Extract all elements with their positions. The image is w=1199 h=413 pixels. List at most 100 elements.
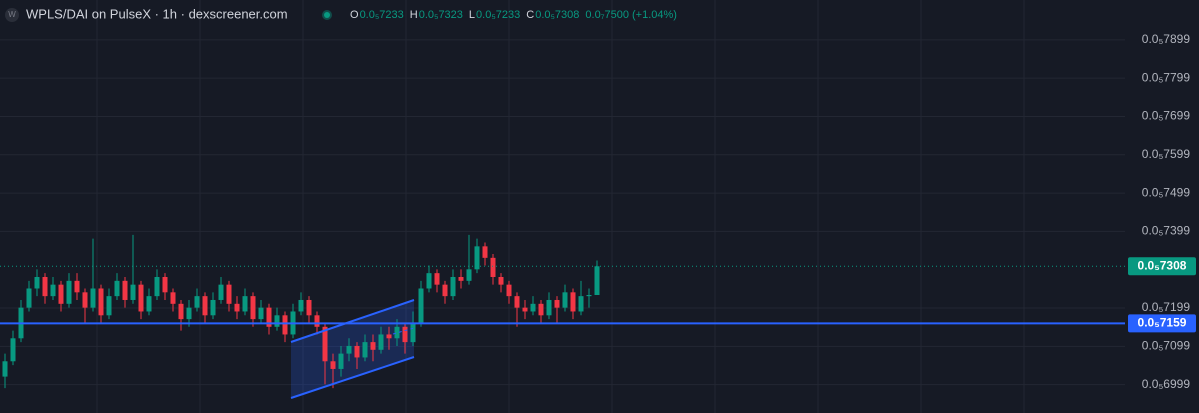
- ohlc-key: C: [526, 9, 534, 21]
- candle-body: [210, 299, 216, 316]
- candle-body: [202, 296, 208, 316]
- candle-body: [354, 345, 360, 358]
- candle-body: [450, 276, 456, 297]
- candle-body: [490, 257, 496, 277]
- token-icon-letter: W: [8, 10, 16, 19]
- candle-body: [522, 307, 528, 312]
- candle-body: [138, 284, 144, 312]
- ohlc-key: O: [350, 9, 359, 21]
- candle-body: [226, 284, 232, 304]
- candle-body: [2, 361, 8, 377]
- candle-body: [162, 276, 168, 293]
- overlay: [0, 265, 1125, 325]
- y-tick-label: 0.0₅7899: [1142, 32, 1191, 46]
- candle-body: [154, 276, 160, 297]
- candle-body: [250, 296, 256, 320]
- candle-body: [42, 276, 48, 297]
- grid: [0, 0, 1125, 413]
- candle-body: [186, 307, 192, 320]
- candle-body: [90, 288, 96, 308]
- last-price-label-box: [1128, 257, 1196, 276]
- candle-body: [234, 303, 240, 312]
- last-price-label: 0.0₅7308: [1138, 258, 1187, 272]
- candle-body: [530, 303, 536, 312]
- candle-body: [362, 342, 368, 358]
- horizontal-line-label-box: [1128, 314, 1196, 333]
- candle-body: [258, 307, 264, 320]
- candle-body: [506, 284, 512, 297]
- channel-fill: [291, 300, 414, 398]
- candle-body: [482, 246, 488, 258]
- y-tick-label: 0.0₅6999: [1142, 377, 1191, 391]
- y-tick-label: 0.0₅7699: [1142, 109, 1191, 123]
- candle-body: [410, 322, 416, 343]
- y-tick-label: 0.0₅7599: [1142, 147, 1191, 161]
- ohlc-value: 0.0₅7233: [360, 9, 404, 21]
- candle-body: [266, 307, 272, 327]
- ohlc-value: 0.0₅7233: [476, 9, 520, 21]
- candle-body: [282, 315, 288, 335]
- y-tick-label: 0.0₅7499: [1142, 185, 1191, 199]
- candle-body: [66, 280, 72, 304]
- candle-body: [418, 288, 424, 323]
- candles: [2, 234, 600, 389]
- candle-body: [58, 284, 64, 304]
- candle-body: [546, 299, 552, 316]
- ohlc-value: 0.0₅7323: [419, 9, 463, 21]
- candle-body: [98, 288, 104, 316]
- y-tick-label: 0.0₅7799: [1142, 70, 1191, 84]
- candle-body: [306, 299, 312, 316]
- candle-body: [538, 303, 544, 316]
- candle-body: [274, 315, 280, 327]
- candle-body: [194, 296, 200, 308]
- candle-body: [170, 292, 176, 304]
- candle-body: [578, 296, 584, 312]
- candle-body: [122, 280, 128, 300]
- candle-body: [34, 276, 40, 289]
- y-tick-label: 0.0₅7199: [1142, 300, 1191, 314]
- header: W WPLS/DAI on PulseX · 1h · dexscreener.…: [5, 6, 677, 22]
- candle-body: [458, 276, 464, 281]
- candle-body: [474, 246, 480, 270]
- ohlc: O 0.0₅7233 H 0.0₅7323 L 0.0₅7233 C 0.0₅7308 0.0₇…: [350, 9, 677, 21]
- candle-body: [586, 295, 592, 297]
- candle-body: [594, 266, 600, 295]
- candle-body: [498, 276, 504, 285]
- ohlc-key: H: [410, 9, 418, 21]
- ohlc-value: 0.0₅7308: [535, 9, 579, 21]
- horizontal-line-label: 0.0₅7159: [1138, 316, 1187, 330]
- candle-body: [10, 338, 16, 362]
- token-icon: [5, 8, 19, 22]
- candle-body: [314, 315, 320, 327]
- candle-body: [330, 361, 336, 369]
- candle-body: [114, 280, 120, 297]
- candle-body: [554, 299, 560, 308]
- candle-body: [106, 296, 112, 316]
- candle-body: [298, 299, 304, 312]
- ohlc-change: 0.0₇7500 (+1.04%): [585, 9, 677, 21]
- candle-body: [386, 334, 392, 339]
- ohlc-key: L: [469, 9, 475, 21]
- chart-title: WPLS/DAI on PulseX · 1h · dexscreener.co…: [26, 6, 288, 21]
- candle-body: [434, 273, 440, 285]
- candle-body: [322, 326, 328, 362]
- candle-body: [402, 326, 408, 343]
- candle-body: [146, 296, 152, 312]
- y-tick-label: 0.0₅7099: [1142, 339, 1191, 353]
- channel-upper: [290, 299, 415, 343]
- candle-body: [74, 280, 80, 293]
- candle-body: [346, 345, 352, 354]
- status-dot: [324, 12, 330, 18]
- candle-body: [242, 296, 248, 312]
- candle-body: [26, 288, 32, 308]
- candle-body: [426, 273, 432, 289]
- candle-body: [466, 269, 472, 281]
- candle-body: [370, 342, 376, 350]
- candle-body: [442, 284, 448, 297]
- candle-body: [378, 334, 384, 350]
- candle-body: [82, 292, 88, 308]
- candle-body: [394, 326, 400, 339]
